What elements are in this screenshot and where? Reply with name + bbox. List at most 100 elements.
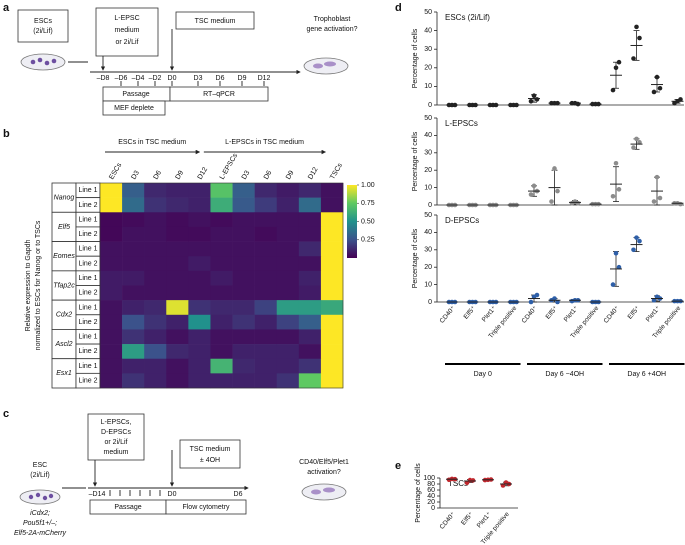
- heatmap-cell: [188, 329, 211, 345]
- y-axis-label: Percentage of cells: [412, 228, 419, 288]
- heatmap-cell: [122, 183, 145, 198]
- heatmap-cell: [254, 285, 278, 301]
- column-label: D9: [285, 170, 296, 181]
- heatmap-cell: [166, 373, 189, 389]
- heatmap-cell: [254, 300, 278, 316]
- data-point: [610, 194, 616, 199]
- heatmap-cell: [188, 344, 211, 360]
- dish: [301, 483, 347, 501]
- heatmap-cell: [276, 256, 300, 272]
- heatmap-cell: [100, 183, 123, 198]
- column-label: D6: [263, 170, 274, 181]
- heatmap-cell: [232, 212, 255, 228]
- label: (2i/Lif): [33, 28, 52, 35]
- cells: [313, 61, 336, 69]
- heatmap-cell: [166, 329, 189, 345]
- heatmap-cell: [298, 212, 322, 228]
- colorbar-label: 0.50: [361, 218, 375, 225]
- y-tick-label: 30: [424, 247, 432, 254]
- data-point: [631, 247, 636, 253]
- y-tick-label: 20: [424, 167, 432, 174]
- label: TSC medium: [190, 446, 231, 453]
- label: activation?: [307, 469, 341, 476]
- heatmap-cell: [122, 300, 145, 316]
- heatmap-cell: [122, 270, 145, 286]
- box: [179, 439, 241, 469]
- data-point: [634, 235, 639, 240]
- data-point: [613, 250, 619, 256]
- y-tick-label: 60: [427, 487, 435, 494]
- column-label: D12: [307, 166, 320, 181]
- y-tick-label: 0: [428, 299, 432, 306]
- heatmap-cell: [320, 329, 344, 345]
- heatmap-cell: [276, 183, 300, 198]
- heatmap-cell: [144, 329, 167, 345]
- heatmap-cell: [232, 241, 255, 257]
- heatmap-cell: [254, 241, 278, 257]
- colorbar-label: 0.75: [361, 200, 375, 207]
- dish: [19, 489, 61, 505]
- line-label: Line 2: [78, 348, 97, 355]
- y-tick-label: 20: [424, 264, 432, 271]
- label: gene activation?: [307, 26, 358, 33]
- box: [95, 7, 159, 57]
- data-point: [613, 160, 619, 166]
- heatmap-cell: [122, 344, 145, 360]
- x-tick-label: Elf5⁺: [627, 304, 642, 320]
- cells: [311, 487, 335, 495]
- heatmap-cell: [188, 314, 211, 330]
- chart-title: TSCs: [448, 479, 468, 488]
- heatmap-cell: [232, 300, 255, 316]
- data-point: [634, 136, 639, 142]
- gene-label: Esx1: [56, 370, 72, 377]
- heatmap-cell: [100, 373, 123, 389]
- column-label: D6: [152, 170, 163, 181]
- heatmap-cell: [144, 314, 167, 330]
- heatmap-cell: [122, 197, 145, 213]
- heatmap-cell: [210, 329, 233, 345]
- heatmap-cell: [188, 256, 211, 272]
- heatmap-cell: [276, 300, 300, 316]
- heatmap-cell: [144, 212, 167, 228]
- line-label: Line 1: [78, 334, 97, 341]
- heatmap-cell: [320, 358, 344, 374]
- heatmap-cell: [232, 226, 255, 242]
- tick-label: D0: [168, 75, 177, 82]
- heatmap-cell: [166, 344, 189, 360]
- heatmap-cell: [298, 270, 322, 286]
- heatmap-cell: [166, 226, 189, 242]
- tick-label: D6: [216, 75, 225, 82]
- heatmap-cell: [276, 241, 300, 257]
- genotype: Pou5f1+/–;: [23, 520, 57, 527]
- tick-label: D12: [258, 75, 271, 82]
- y-tick-label: 100: [423, 475, 435, 482]
- label: D-EPSCs: [101, 429, 131, 436]
- y-tick-label: 10: [424, 281, 432, 288]
- data-point: [610, 87, 616, 93]
- data-point: [575, 101, 581, 107]
- heatmap-cell: [166, 285, 189, 301]
- chart-title: L-EPSCs: [445, 119, 478, 128]
- y-axis-label: Percentage of cells: [415, 463, 422, 523]
- gene-label: Eomes: [53, 253, 75, 260]
- y-tick-label: 50: [424, 212, 432, 219]
- gene-box: [51, 182, 77, 213]
- heatmap-cell: [276, 373, 300, 389]
- data-point: [637, 140, 642, 145]
- heatmap-cell: [232, 373, 255, 389]
- gene-label: Cdx2: [56, 312, 72, 319]
- gene-label: Elf5: [58, 224, 70, 231]
- y-tick-label: 80: [427, 481, 435, 488]
- heatmap-cell: [100, 226, 123, 242]
- heatmap-cell: [144, 270, 167, 286]
- heatmap-cell: [298, 314, 322, 330]
- y-tick-label: 10: [424, 83, 432, 90]
- x-tick-label: CD40⁺: [521, 304, 540, 324]
- heatmap-cell: [188, 300, 211, 316]
- column-label: D9: [175, 170, 186, 181]
- line-label: Line 2: [78, 378, 97, 385]
- group-label: Day 6 −4OH: [545, 371, 584, 378]
- heatmap-cell: [188, 285, 211, 301]
- heatmap-cell: [276, 270, 300, 286]
- group-label: Day 6 +4OH: [627, 371, 666, 378]
